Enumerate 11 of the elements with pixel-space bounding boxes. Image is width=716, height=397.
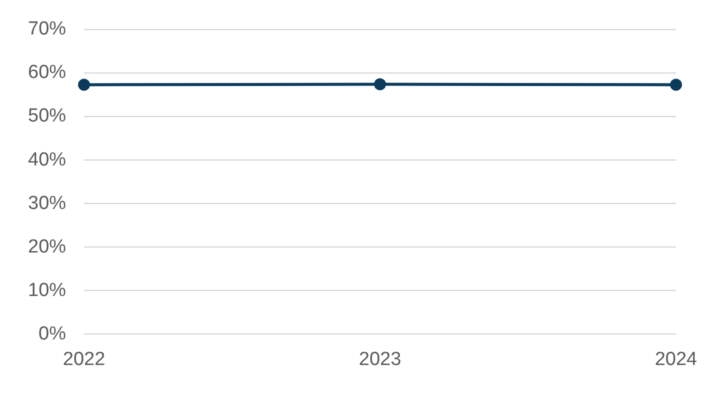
y-tick-label: 30% [28,192,66,214]
x-tick-label: 2024 [654,348,698,370]
y-tick-label: 10% [28,280,66,301]
y-tick-label: 60% [28,62,66,84]
y-tick-label: 70% [28,18,66,40]
y-tick-label: 0% [38,323,66,344]
y-tick-label: 40% [28,149,66,170]
x-tick-label: 2022 [62,348,106,370]
x-tick-label: 2023 [358,348,402,370]
y-tick-label: 50% [28,106,66,127]
y-tick-label: 20% [28,236,66,258]
